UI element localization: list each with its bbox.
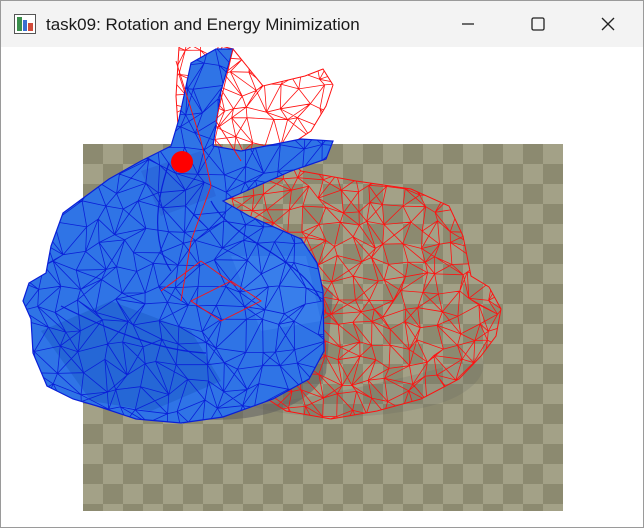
- scene-canvas[interactable]: [1, 47, 643, 527]
- solid-bunny: [22, 48, 334, 424]
- app-icon: [14, 14, 36, 34]
- title-bar[interactable]: task09: Rotation and Energy Minimization: [1, 1, 643, 47]
- maximize-button[interactable]: [503, 1, 573, 47]
- handle-point[interactable]: [171, 151, 193, 173]
- minimize-icon: [462, 23, 474, 25]
- wireframe-front-strands: [160, 48, 262, 322]
- wire-front-edges: [160, 48, 262, 322]
- close-icon: [601, 17, 615, 31]
- mesh-shading-patch: [41, 301, 221, 411]
- wire-shadow: [251, 356, 484, 417]
- 3d-viewport[interactable]: [1, 47, 643, 527]
- window-title: task09: Rotation and Energy Minimization: [46, 15, 360, 34]
- bunny-ear-fold: [60, 162, 322, 354]
- mesh-shading-patch: [231, 256, 321, 331]
- close-button[interactable]: [573, 1, 643, 47]
- minimize-button[interactable]: [433, 1, 503, 47]
- maximize-icon: [531, 17, 545, 31]
